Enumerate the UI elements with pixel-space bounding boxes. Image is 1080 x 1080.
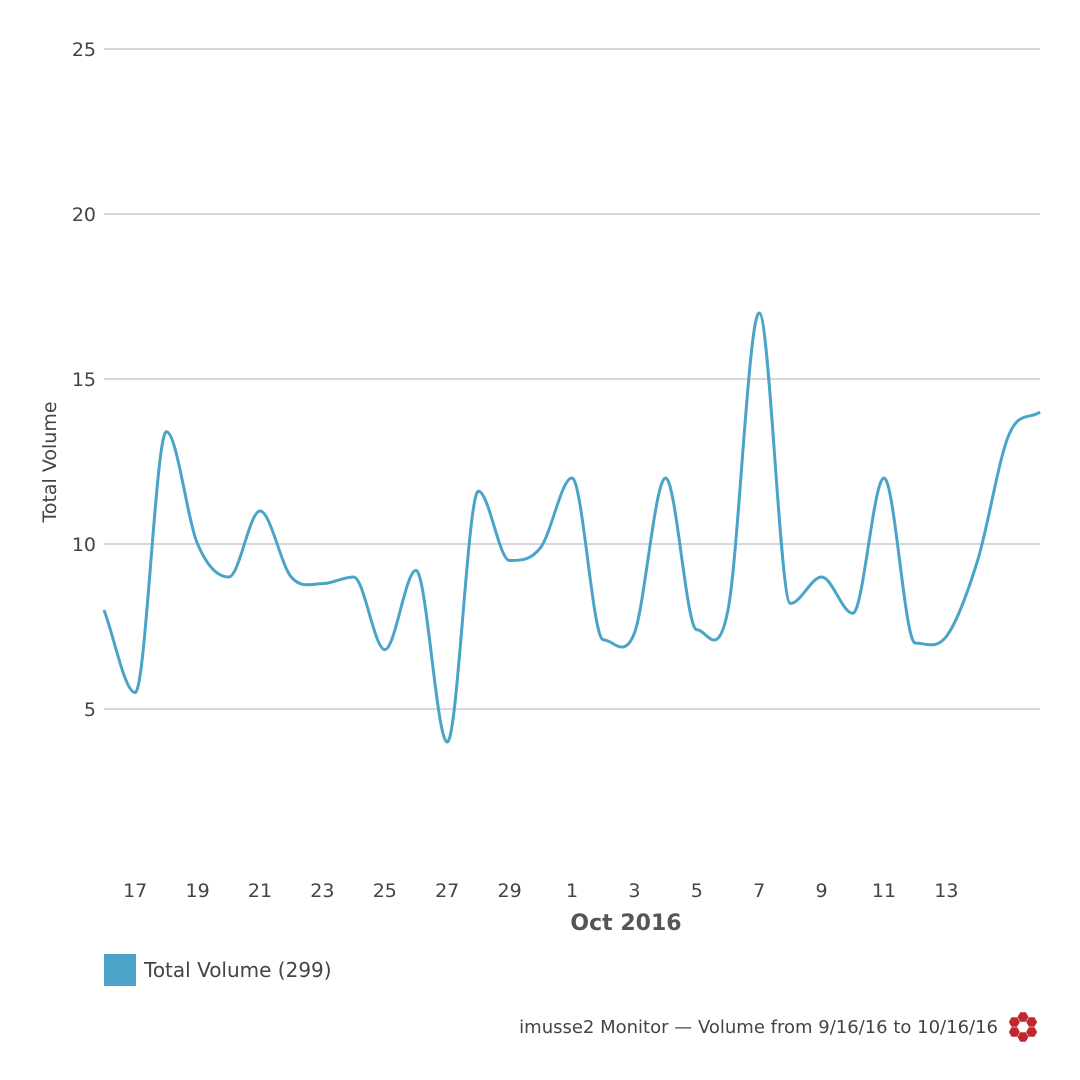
- x-tick-label: 19: [186, 880, 210, 902]
- x-tick-label: 25: [373, 880, 397, 902]
- footer-caption: imusse2 Monitor — Volume from 9/16/16 to…: [519, 1016, 998, 1038]
- legend-swatch: [104, 954, 136, 986]
- x-tick-label: 29: [498, 880, 522, 902]
- x-axis-title: Oct 2016: [570, 911, 681, 936]
- x-tick-label: 9: [816, 880, 828, 902]
- y-tick-label: 5: [84, 699, 96, 721]
- y-tick-label: 20: [72, 204, 96, 226]
- x-tick-label: 27: [435, 880, 459, 902]
- y-axis-ticks: 5 10 15 20 25: [72, 39, 96, 721]
- y-tick-label: 15: [72, 369, 96, 391]
- x-tick-label: 5: [691, 880, 703, 902]
- footer: imusse2 Monitor — Volume from 9/16/16 to…: [519, 1010, 1040, 1044]
- y-tick-label: 25: [72, 39, 96, 61]
- y-axis-title: Total Volume: [39, 401, 61, 523]
- series-line-total-volume[interactable]: [102, 311, 1041, 744]
- x-tick-label: 11: [872, 880, 896, 902]
- y-tick-label: 10: [72, 534, 96, 556]
- legend[interactable]: Total Volume (299): [104, 954, 332, 986]
- x-tick-label: 7: [753, 880, 765, 902]
- x-tick-label: 17: [123, 880, 147, 902]
- legend-label: Total Volume (299): [144, 958, 332, 982]
- x-axis-ticks: 17 19 21 23 25 27 29 1 3 5 7 9 11 13: [123, 880, 958, 902]
- x-tick-label: 23: [310, 880, 334, 902]
- x-tick-label: 3: [628, 880, 640, 902]
- x-tick-label: 13: [934, 880, 958, 902]
- hexagon-ring-logo-icon: [1008, 1012, 1038, 1042]
- x-tick-label: 21: [248, 880, 272, 902]
- x-tick-label: 1: [566, 880, 578, 902]
- y-gridlines: [104, 48, 1040, 710]
- series-group: [102, 311, 1041, 744]
